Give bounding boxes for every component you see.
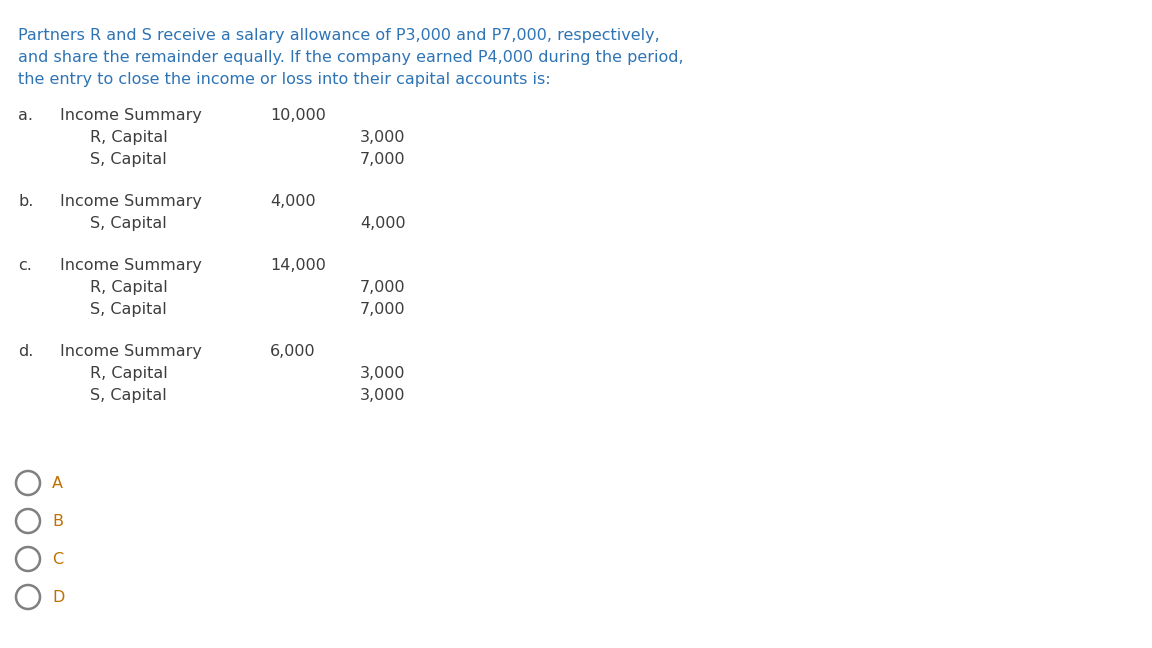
Text: 3,000: 3,000 [359, 366, 406, 381]
Text: D: D [52, 590, 65, 605]
Text: 6,000: 6,000 [270, 344, 316, 359]
Text: a.: a. [18, 108, 33, 123]
Text: 7,000: 7,000 [359, 302, 406, 317]
Text: 4,000: 4,000 [270, 194, 316, 209]
Text: 3,000: 3,000 [359, 130, 406, 145]
Text: B: B [52, 513, 63, 529]
Text: 14,000: 14,000 [270, 258, 326, 273]
Text: b.: b. [18, 194, 33, 209]
Text: the entry to close the income or loss into their capital accounts is:: the entry to close the income or loss in… [18, 72, 551, 87]
Text: S, Capital: S, Capital [90, 388, 167, 403]
Text: R, Capital: R, Capital [90, 366, 168, 381]
Text: R, Capital: R, Capital [90, 280, 168, 295]
Text: d.: d. [18, 344, 33, 359]
Text: C: C [52, 551, 63, 566]
Text: and share the remainder equally. If the company earned P4,000 during the period,: and share the remainder equally. If the … [18, 50, 683, 65]
Text: S, Capital: S, Capital [90, 216, 167, 231]
Text: Partners R and S receive a salary allowance of P3,000 and P7,000, respectively,: Partners R and S receive a salary allowa… [18, 28, 660, 43]
Text: 3,000: 3,000 [359, 388, 406, 403]
Text: S, Capital: S, Capital [90, 152, 167, 167]
Text: c.: c. [18, 258, 32, 273]
Text: S, Capital: S, Capital [90, 302, 167, 317]
Text: Income Summary: Income Summary [60, 108, 202, 123]
Text: A: A [52, 476, 63, 491]
Text: Income Summary: Income Summary [60, 258, 202, 273]
Text: 7,000: 7,000 [359, 280, 406, 295]
Text: Income Summary: Income Summary [60, 344, 202, 359]
Text: Income Summary: Income Summary [60, 194, 202, 209]
Text: 4,000: 4,000 [359, 216, 406, 231]
Text: 7,000: 7,000 [359, 152, 406, 167]
Text: R, Capital: R, Capital [90, 130, 168, 145]
Text: 10,000: 10,000 [270, 108, 326, 123]
